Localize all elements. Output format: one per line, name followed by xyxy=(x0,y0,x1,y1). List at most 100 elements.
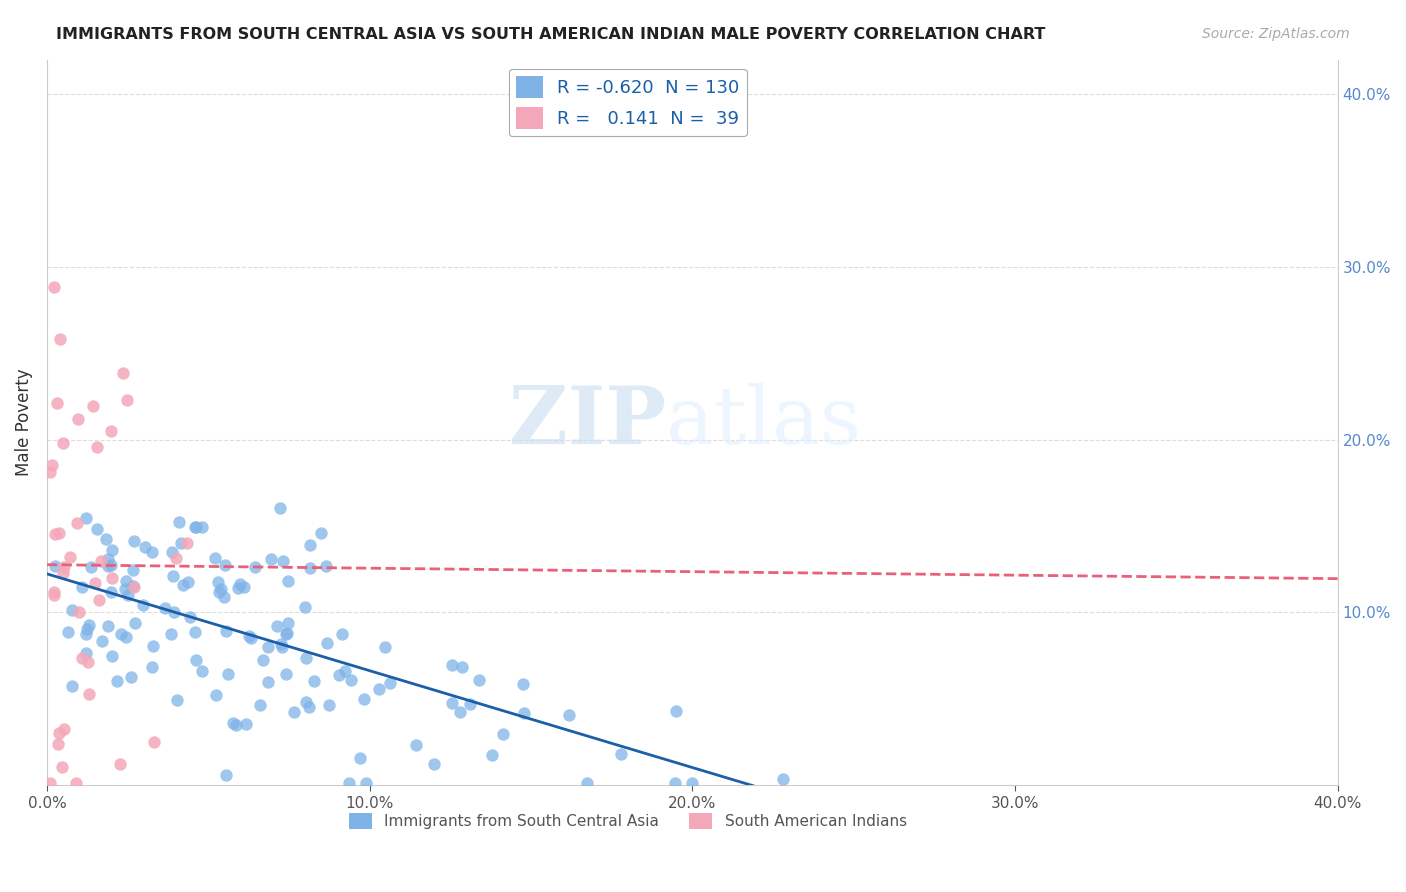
Point xyxy=(52,436,75,450)
Point xyxy=(100,648,122,663)
Point xyxy=(266,619,288,633)
Point xyxy=(298,538,321,552)
Point xyxy=(48,725,70,739)
Point xyxy=(440,657,463,672)
Point xyxy=(204,551,226,566)
Text: atlas: atlas xyxy=(666,384,862,461)
Point xyxy=(42,280,65,294)
Point xyxy=(277,615,299,630)
Point xyxy=(77,656,100,670)
Point xyxy=(458,698,481,712)
Point xyxy=(209,582,232,597)
Point xyxy=(257,674,280,689)
Point xyxy=(70,580,93,594)
Point xyxy=(82,399,104,413)
Point xyxy=(492,727,515,741)
Point xyxy=(39,776,62,790)
Point xyxy=(46,396,69,410)
Point xyxy=(217,667,239,681)
Point xyxy=(60,679,83,693)
Point xyxy=(90,634,112,648)
Point xyxy=(52,566,75,580)
Point xyxy=(39,465,62,479)
Point xyxy=(117,393,139,408)
Point xyxy=(75,627,97,641)
Point xyxy=(239,631,262,645)
Point xyxy=(191,520,214,534)
Point xyxy=(212,590,235,604)
Point xyxy=(46,737,69,751)
Point xyxy=(53,560,76,574)
Point xyxy=(349,751,371,765)
Point xyxy=(225,717,247,731)
Point xyxy=(191,664,214,678)
Point xyxy=(60,602,83,616)
Point xyxy=(44,527,66,541)
Point xyxy=(101,543,124,558)
Point xyxy=(214,624,236,639)
Point xyxy=(97,551,120,566)
Point xyxy=(207,574,229,589)
Point xyxy=(271,640,294,655)
Point xyxy=(664,776,686,790)
Point xyxy=(274,666,297,681)
Point xyxy=(184,520,207,534)
Point xyxy=(90,554,112,568)
Point xyxy=(75,511,97,525)
Point xyxy=(87,593,110,607)
Point xyxy=(340,673,363,688)
Point xyxy=(205,689,228,703)
Point xyxy=(257,640,280,654)
Point xyxy=(100,558,122,573)
Point xyxy=(468,673,491,688)
Point xyxy=(111,366,134,380)
Point xyxy=(167,515,190,529)
Point xyxy=(298,700,321,714)
Point xyxy=(226,581,249,595)
Text: IMMIGRANTS FROM SOUTH CENTRAL ASIA VS SOUTH AMERICAN INDIAN MALE POVERTY CORRELA: IMMIGRANTS FROM SOUTH CENTRAL ASIA VS SO… xyxy=(56,27,1046,42)
Text: Source: ZipAtlas.com: Source: ZipAtlas.com xyxy=(1202,27,1350,41)
Point xyxy=(772,772,794,786)
Point xyxy=(166,693,188,707)
Point xyxy=(177,574,200,589)
Point xyxy=(53,722,76,736)
Point xyxy=(59,550,82,565)
Point xyxy=(100,571,122,585)
Point xyxy=(304,674,326,689)
Point xyxy=(260,552,283,566)
Point xyxy=(67,412,90,426)
Point xyxy=(51,760,73,774)
Point xyxy=(75,647,97,661)
Point xyxy=(451,659,474,673)
Point xyxy=(165,550,187,565)
Point xyxy=(367,682,389,697)
Point xyxy=(121,578,143,592)
Point xyxy=(120,670,142,684)
Point xyxy=(100,424,122,438)
Point xyxy=(233,580,256,594)
Point xyxy=(337,776,360,790)
Point xyxy=(270,637,292,651)
Point xyxy=(610,747,633,761)
Point xyxy=(378,675,401,690)
Point xyxy=(176,536,198,550)
Text: ZIP: ZIP xyxy=(509,384,666,461)
Point xyxy=(665,704,688,718)
Point xyxy=(513,706,536,721)
Point xyxy=(86,440,108,454)
Point xyxy=(77,688,100,702)
Point xyxy=(131,598,153,612)
Point xyxy=(295,650,318,665)
Point xyxy=(141,545,163,559)
Point xyxy=(94,532,117,546)
Point xyxy=(328,668,350,682)
Point xyxy=(86,522,108,536)
Point xyxy=(169,536,191,550)
Point xyxy=(441,697,464,711)
Point xyxy=(283,705,305,719)
Point xyxy=(423,757,446,772)
Point xyxy=(557,707,579,722)
Point xyxy=(172,578,194,592)
Point xyxy=(97,558,120,573)
Point xyxy=(124,615,146,630)
